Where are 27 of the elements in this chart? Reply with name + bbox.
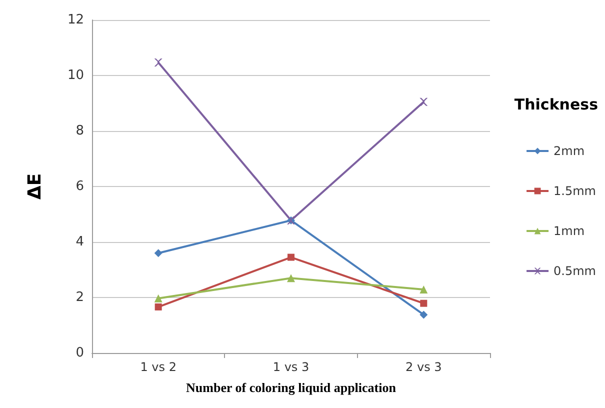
y-tick-label: 2 <box>76 290 84 305</box>
legend-label: 1mm <box>554 224 585 238</box>
x-axis-title: Number of coloring liquid application <box>186 380 397 395</box>
x-tick-label: 1 vs 3 <box>272 360 310 374</box>
legend-label: 0.5mm <box>554 264 596 278</box>
y-tick-label: 12 <box>67 12 84 28</box>
point <box>154 249 162 258</box>
point <box>288 254 294 261</box>
legend-title: Thickness <box>514 96 598 114</box>
point <box>420 310 428 319</box>
legend-label: 1.5mm <box>554 184 596 198</box>
y-axis-title: ΔE <box>24 173 46 200</box>
y-tick-label: 0 <box>76 346 84 360</box>
point <box>154 58 162 66</box>
legend-label: 2mm <box>554 144 585 158</box>
y-tick-label: 4 <box>76 234 84 250</box>
y-tick-label: 10 <box>67 68 84 83</box>
point <box>420 285 428 294</box>
y-tick-label: 6 <box>76 179 84 194</box>
point <box>420 98 428 106</box>
x-tick-label: 1 vs 2 <box>140 360 176 374</box>
point <box>154 294 162 302</box>
y-tick-label: 8 <box>76 124 84 138</box>
point <box>287 274 295 282</box>
point <box>420 300 428 307</box>
x-tick-label: 2 vs 3 <box>406 360 442 374</box>
point <box>154 303 162 310</box>
